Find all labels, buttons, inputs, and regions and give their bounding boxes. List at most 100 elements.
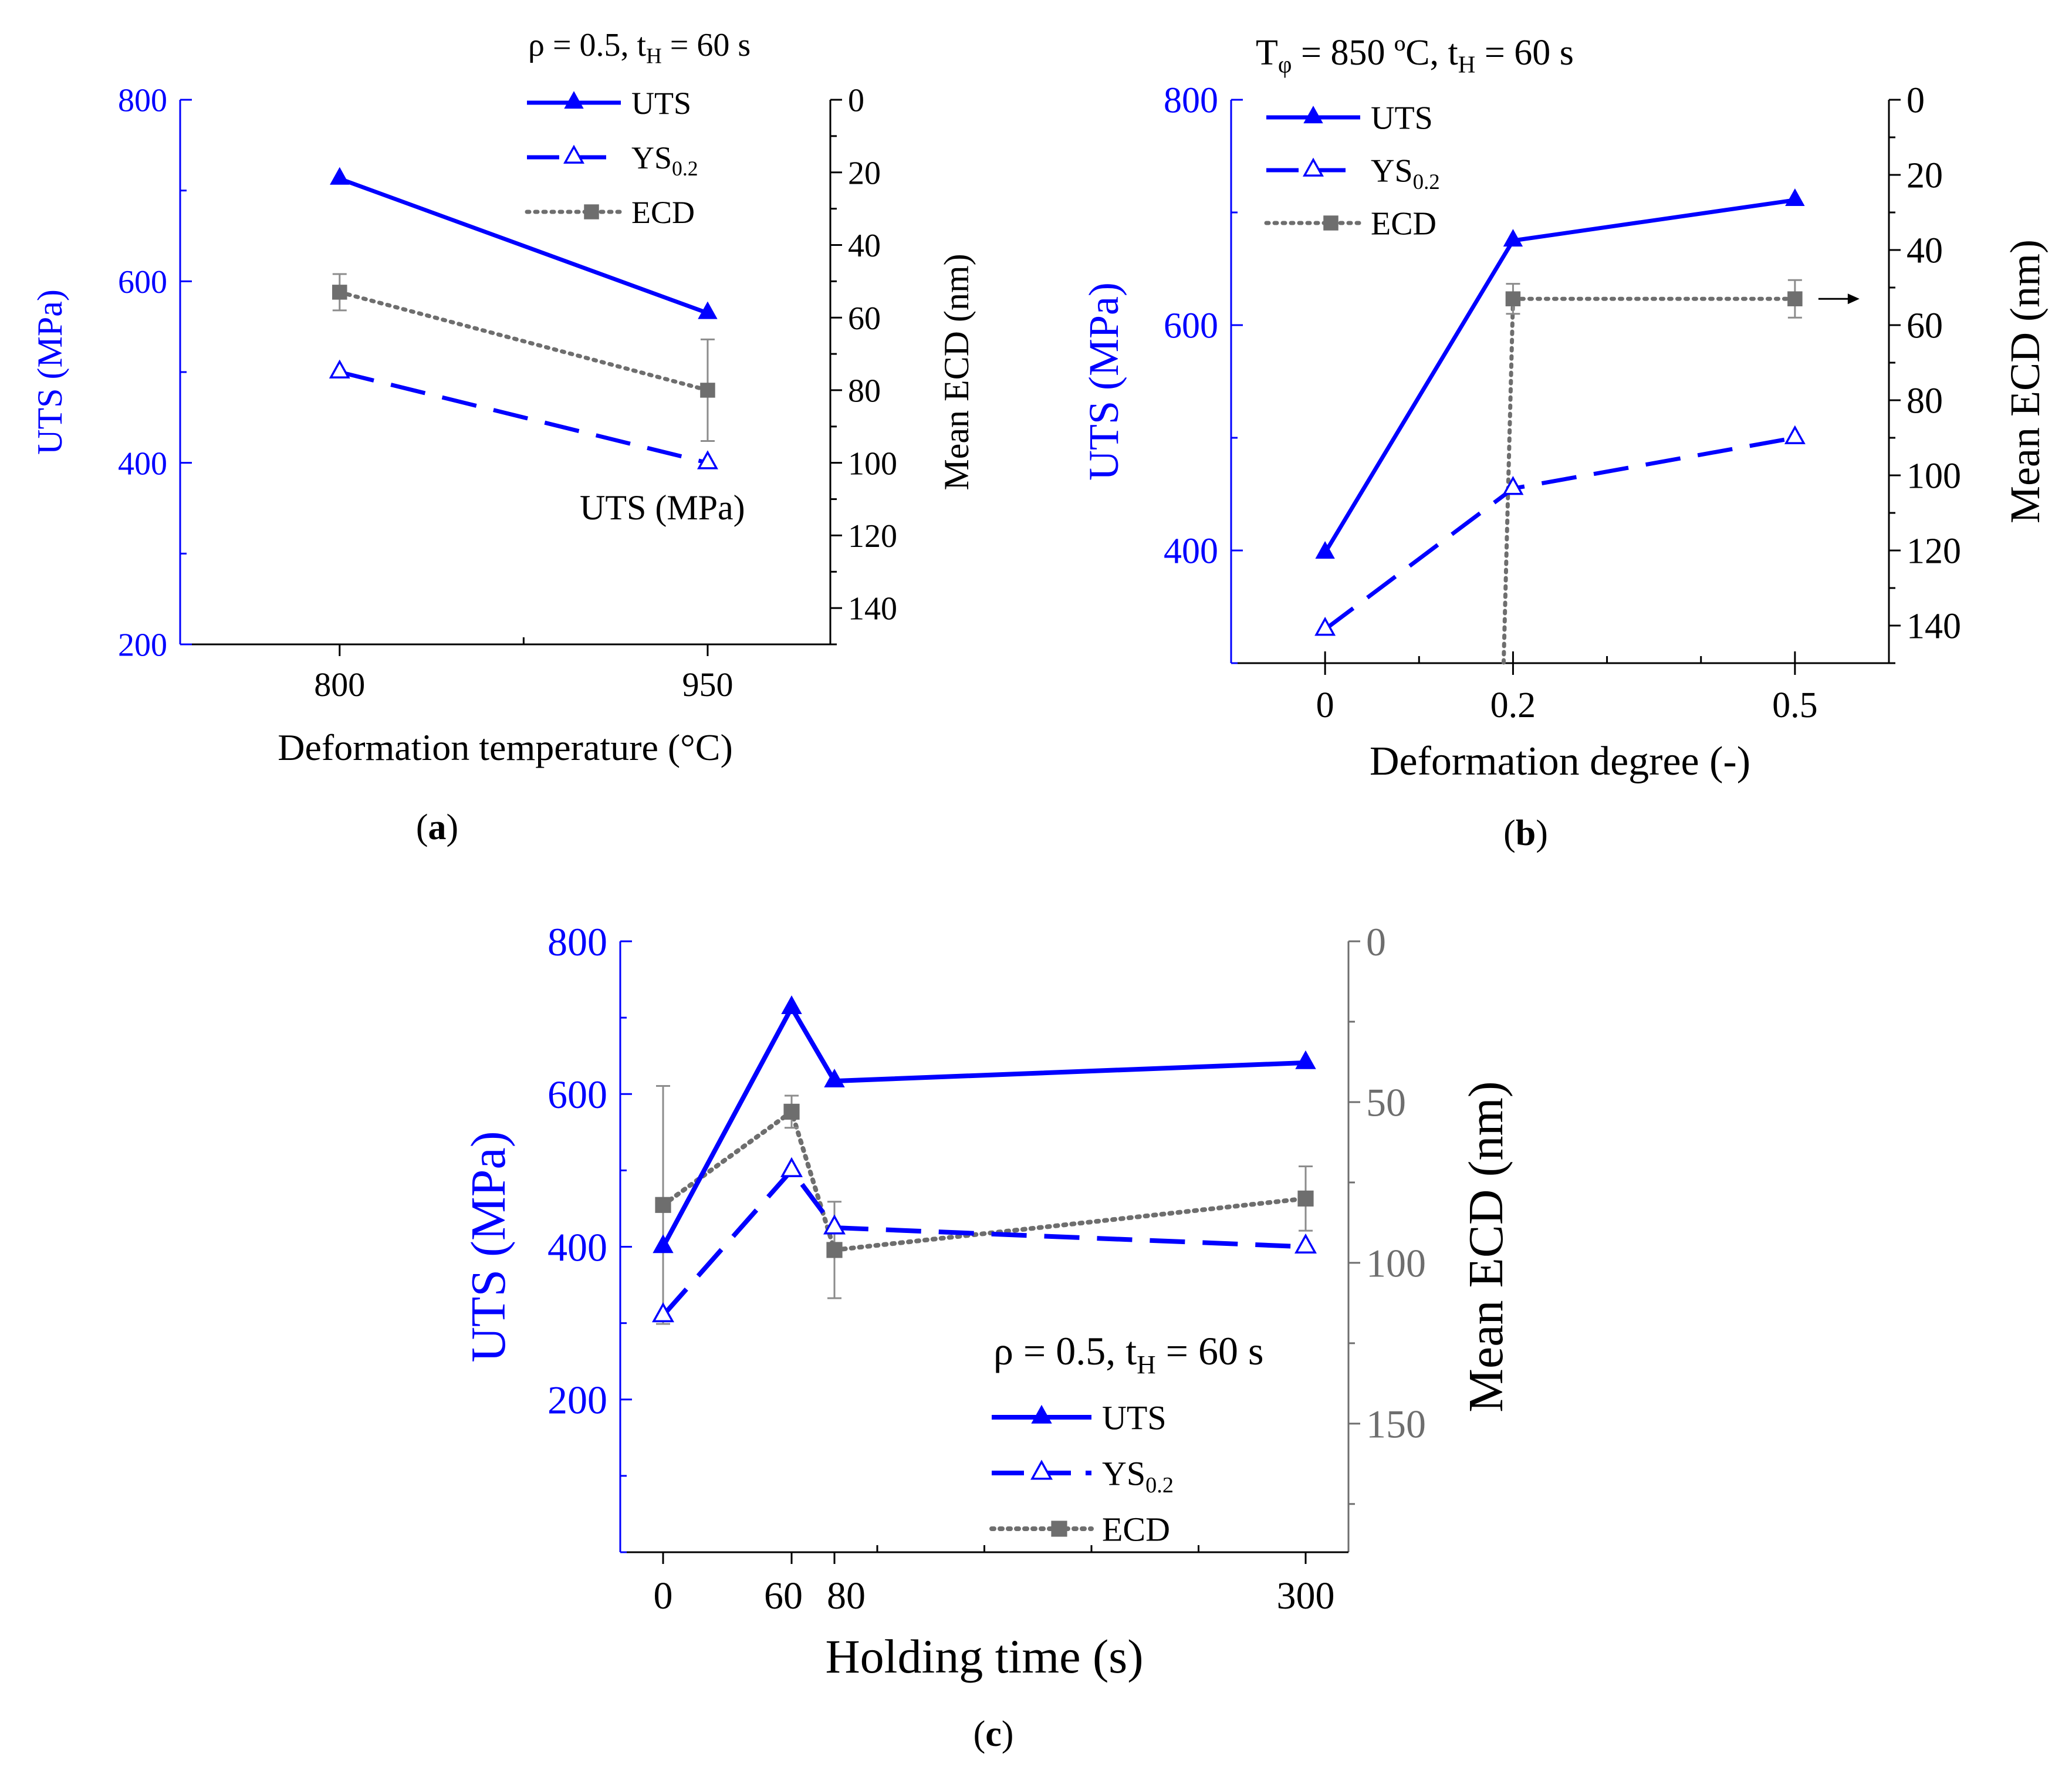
axis-arrow-head — [1847, 293, 1860, 305]
y-axis-title-left: UTS (MPa) — [461, 1131, 516, 1362]
ecd-line — [661, 1107, 1308, 1253]
y-tick-label-right: 60 — [1907, 306, 1943, 346]
legend-marker-ys — [1030, 1459, 1053, 1480]
text-run: ρ = 0.5, t — [528, 27, 647, 63]
y-tick-label-right: 40 — [1907, 231, 1943, 271]
ys-point — [823, 1214, 846, 1235]
y-tick-label-right: 0 — [1907, 81, 1925, 121]
caption-paren: ( — [416, 808, 428, 847]
uts-line — [661, 1005, 1306, 1248]
y-axis-title-right: Mean ECD (nm) — [937, 254, 976, 490]
x-tick-label: 0 — [654, 1575, 673, 1617]
legend-marker-ecd — [1323, 215, 1338, 231]
series-ecd — [655, 1085, 1314, 1325]
ys-point — [652, 1302, 674, 1323]
ys-point — [697, 450, 718, 469]
y-tick-label-left: 600 — [547, 1072, 607, 1117]
legend: UTS YS0.2 ECD — [525, 86, 698, 230]
y-axis-title-left: UTS (MPa) — [31, 289, 69, 455]
y-tick-label-left: 600 — [118, 264, 167, 300]
text-run: = 60 s — [1156, 1329, 1264, 1373]
uts-point — [330, 167, 350, 185]
ys-point — [329, 359, 350, 379]
y-tick-label-right: 80 — [848, 373, 881, 410]
series-ys — [329, 359, 718, 469]
ecd-point — [826, 1242, 843, 1258]
x-axis-title: Holding time (s) — [825, 1630, 1143, 1683]
x-tick-label: 800 — [314, 665, 365, 704]
text-run: ρ = 0.5, t — [993, 1329, 1137, 1373]
y-tick-label-left: 800 — [118, 83, 167, 119]
series-uts — [1315, 188, 1805, 559]
legend: UTS YS0.2 ECD — [1264, 100, 1440, 242]
text-run: YS — [631, 140, 672, 175]
text-run: = 60 s — [662, 27, 751, 63]
subscript: 0.2 — [672, 157, 698, 180]
uts-point — [1503, 229, 1523, 247]
ys-line — [1324, 435, 1796, 631]
annotation: Tφ = 850 ºC, tH = 60 s — [1256, 33, 1574, 78]
caption-paren: ) — [447, 808, 459, 847]
legend-marker-ecd — [584, 204, 599, 219]
y-tick-label-left: 400 — [118, 445, 167, 482]
caption-paren: ) — [1536, 813, 1548, 853]
y-tick-label-right: 50 — [1366, 1080, 1406, 1125]
legend-label: UTS — [1102, 1398, 1167, 1437]
y-tick-label-right: 0 — [1366, 920, 1386, 964]
legend-marker-uts — [564, 91, 584, 109]
uts-point — [781, 995, 802, 1015]
legend-marker-uts — [1303, 106, 1323, 124]
y-tick-label-right: 120 — [848, 518, 897, 555]
y-tick-label-left: 800 — [1164, 81, 1218, 121]
text-run: YS — [1371, 153, 1413, 190]
uts-point — [824, 1069, 845, 1087]
series-uts — [330, 167, 718, 319]
y-axis-title-right: Mean ECD (nm) — [2002, 239, 2049, 523]
subscript: 0.2 — [1145, 1473, 1174, 1498]
legend-marker-ys — [563, 144, 584, 164]
legend-label: ECD — [631, 195, 695, 230]
uts-point — [1295, 1050, 1316, 1069]
panel-caption: (c) — [974, 1714, 1014, 1754]
ys-point — [1502, 475, 1524, 495]
text-run: = 850 ºC, t — [1292, 33, 1458, 73]
y-tick-label-right: 100 — [848, 445, 897, 482]
series-ecd — [1501, 279, 1803, 665]
ys-point — [1294, 1233, 1317, 1254]
uts-point — [1315, 540, 1335, 559]
ys-point — [1784, 425, 1806, 444]
uts-line — [1323, 198, 1796, 554]
legend: UTS YS0.2 ECD — [989, 1398, 1174, 1548]
legend-label: YS0.2 — [1102, 1454, 1174, 1498]
text-run: YS — [1102, 1454, 1145, 1492]
series-uts — [653, 995, 1316, 1254]
panel-caption: (a) — [416, 808, 458, 847]
y-tick-label-right: 140 — [1907, 607, 1961, 647]
y-tick-label-right: 20 — [1907, 156, 1943, 196]
x-axis-title: Deformation degree (-) — [1370, 739, 1750, 784]
uts-point — [1785, 188, 1805, 207]
y-tick-label-right: 100 — [1907, 457, 1961, 496]
series-ys — [652, 1157, 1317, 1323]
ys-line — [661, 1167, 1306, 1317]
y-tick-label-left: 200 — [547, 1378, 607, 1423]
y-tick-label-left: 400 — [547, 1225, 607, 1269]
uts-line — [339, 177, 709, 315]
legend-label: UTS — [1371, 100, 1433, 137]
x-tick-label: 80 — [827, 1575, 866, 1617]
subscript: 0.2 — [1413, 170, 1440, 194]
legend-label: ECD — [1371, 206, 1436, 242]
y-tick-label-left: 400 — [1164, 532, 1218, 572]
y-tick-label-right: 150 — [1366, 1402, 1426, 1447]
ecd-point — [655, 1197, 671, 1213]
y-tick-label-right: 140 — [848, 591, 897, 627]
series-ys — [1314, 425, 1806, 636]
chart-panel-c: 200 400 600 800 0 50 100 150 0 60 80 300 Holding tim… — [461, 920, 1513, 1754]
legend-label: YS0.2 — [1371, 153, 1440, 194]
uts-point — [698, 301, 718, 319]
x-tick-label: 950 — [682, 665, 733, 704]
ecd-point — [1297, 1190, 1314, 1207]
legend-label: ECD — [1102, 1510, 1170, 1548]
subscript: φ — [1278, 52, 1292, 78]
